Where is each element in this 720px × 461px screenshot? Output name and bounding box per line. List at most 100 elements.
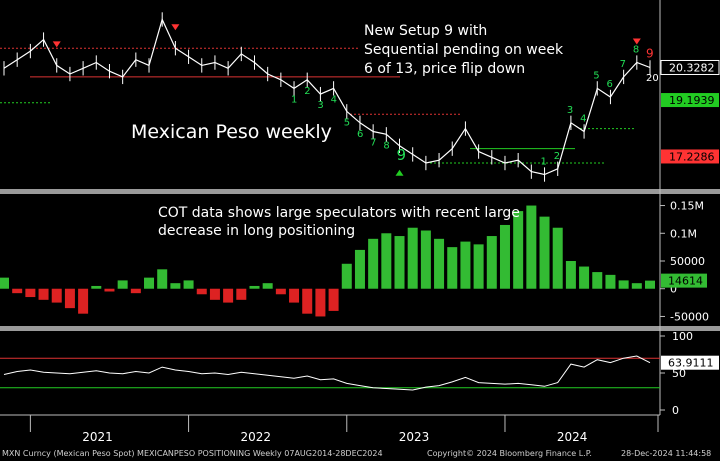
cot-bar xyxy=(262,283,273,289)
cot-bar xyxy=(341,263,352,289)
sell-arrow-icon xyxy=(52,41,61,48)
setup-count-label: 9 xyxy=(397,146,407,164)
cot-bar xyxy=(0,277,9,289)
footer-source: MXN Curncy (Mexican Peso Spot) MEXICANPE… xyxy=(2,449,383,458)
rsi-y-tick-label: 100 xyxy=(672,330,693,343)
x-tick-label: 2022 xyxy=(240,430,271,444)
setup-count-label: 5 xyxy=(593,70,599,81)
setup-count-label: 8 xyxy=(633,45,639,56)
cot-bar xyxy=(565,261,576,289)
cot-bar xyxy=(407,227,418,289)
setup-count-label: 5 xyxy=(344,117,350,128)
cot-last-value-label: 14614 xyxy=(668,275,703,288)
setup-count-label: 4 xyxy=(580,113,586,124)
rsi-panel: 100 50 0 63.9111 xyxy=(0,330,719,417)
cot-last-value-box xyxy=(661,273,707,288)
cot-bar xyxy=(91,285,102,289)
footer: MXN Curncy (Mexican Peso Spot) MEXICANPE… xyxy=(0,447,720,461)
rsi-y-tick-label: 50 xyxy=(672,367,686,380)
price-label-text: 17.2286 xyxy=(669,150,715,163)
cot-bar xyxy=(183,280,194,289)
x-tick-label: 2023 xyxy=(399,430,430,444)
cot-bar xyxy=(144,277,155,289)
price-y-tick-label: 20 xyxy=(646,73,659,84)
cot-bar xyxy=(447,247,458,289)
cot-bar xyxy=(592,272,603,289)
cot-bar xyxy=(25,288,36,298)
cot-bar xyxy=(12,288,23,294)
cot-bar xyxy=(473,244,484,289)
cot-bar xyxy=(605,274,616,289)
x-tick-label: 2024 xyxy=(557,430,588,444)
cot-bar xyxy=(631,283,642,289)
price-label-box xyxy=(661,93,719,108)
setup-count-label: 3 xyxy=(317,100,323,111)
cot-bar xyxy=(236,288,247,300)
cot-bar xyxy=(526,205,537,289)
price-label-box xyxy=(661,149,719,164)
rsi-line xyxy=(3,355,651,391)
cot-bar xyxy=(157,269,168,289)
footer-timestamp: 28-Dec-2024 11:44:58 xyxy=(621,449,712,458)
cot-y-tick-label: 0.1M xyxy=(670,227,697,240)
cot-panel: 0.15M 0.1M 50000 0 -50000 14614 xyxy=(0,200,709,323)
cot-bar xyxy=(618,280,629,289)
setup-count-label: 3 xyxy=(567,105,573,116)
cot-bar xyxy=(381,233,392,289)
rsi-y-tick-label: 0 xyxy=(672,404,679,417)
setup-count-label: 7 xyxy=(620,59,626,70)
cot-y-tick-label: 50000 xyxy=(670,255,705,268)
cot-bar xyxy=(354,249,365,289)
cot-bar xyxy=(209,288,220,300)
cot-bar xyxy=(460,241,471,289)
setup-count-label: 6 xyxy=(606,79,612,90)
cot-bar xyxy=(275,288,286,295)
price-label-box xyxy=(660,59,720,75)
chart-title: Mexican Peso weekly xyxy=(131,121,332,143)
setup-count-label: 2 xyxy=(304,86,310,97)
cot-bar xyxy=(78,288,89,314)
sell-arrow-icon xyxy=(171,24,180,31)
cot-bar xyxy=(394,236,405,289)
cot-bar xyxy=(117,280,128,289)
setup-count-label: 6 xyxy=(357,129,363,140)
cot-bar xyxy=(196,288,207,295)
rsi-last-value-box xyxy=(661,355,719,370)
cot-bar xyxy=(64,288,75,309)
cot-bar xyxy=(289,288,300,303)
cot-bar xyxy=(170,283,181,289)
cot-y-tick-label: -50000 xyxy=(670,310,709,323)
setup-count-label: 4 xyxy=(331,94,337,105)
cot-bar xyxy=(486,236,497,289)
cot-bar xyxy=(249,285,260,289)
setup-count-label: 1 xyxy=(541,157,547,168)
cot-bar xyxy=(104,288,115,292)
cot-bar xyxy=(130,288,141,294)
cot-bar xyxy=(420,230,431,289)
panel-separator-2 xyxy=(0,326,720,331)
x-tick-label: 2021 xyxy=(82,430,113,444)
cot-bar xyxy=(223,288,234,303)
setup-count-label: 9 xyxy=(646,46,654,60)
cot-bar xyxy=(315,288,326,317)
cot-bar xyxy=(51,288,62,303)
panel-separator-1 xyxy=(0,189,720,194)
price-label-text: 20.3282 xyxy=(669,61,715,74)
cot-bar xyxy=(38,288,49,300)
cot-bar xyxy=(302,288,313,314)
cot-y-tick-label: 0.15M xyxy=(670,200,704,213)
cot-bar xyxy=(552,227,563,289)
cot-bar xyxy=(328,288,339,311)
price-line xyxy=(3,17,651,176)
price-label-text: 19.1939 xyxy=(669,94,715,107)
setup-count-label: 2 xyxy=(554,151,560,162)
cot-bar xyxy=(539,216,550,289)
setup-note: New Setup 9 with Sequential pending on w… xyxy=(364,23,564,77)
setup-count-label: 7 xyxy=(370,137,376,148)
buy-arrow-icon xyxy=(395,169,404,176)
setup-count-label: 8 xyxy=(383,140,389,151)
cot-bar xyxy=(513,211,524,289)
cot-bar xyxy=(499,224,510,289)
cot-bar xyxy=(645,280,655,289)
